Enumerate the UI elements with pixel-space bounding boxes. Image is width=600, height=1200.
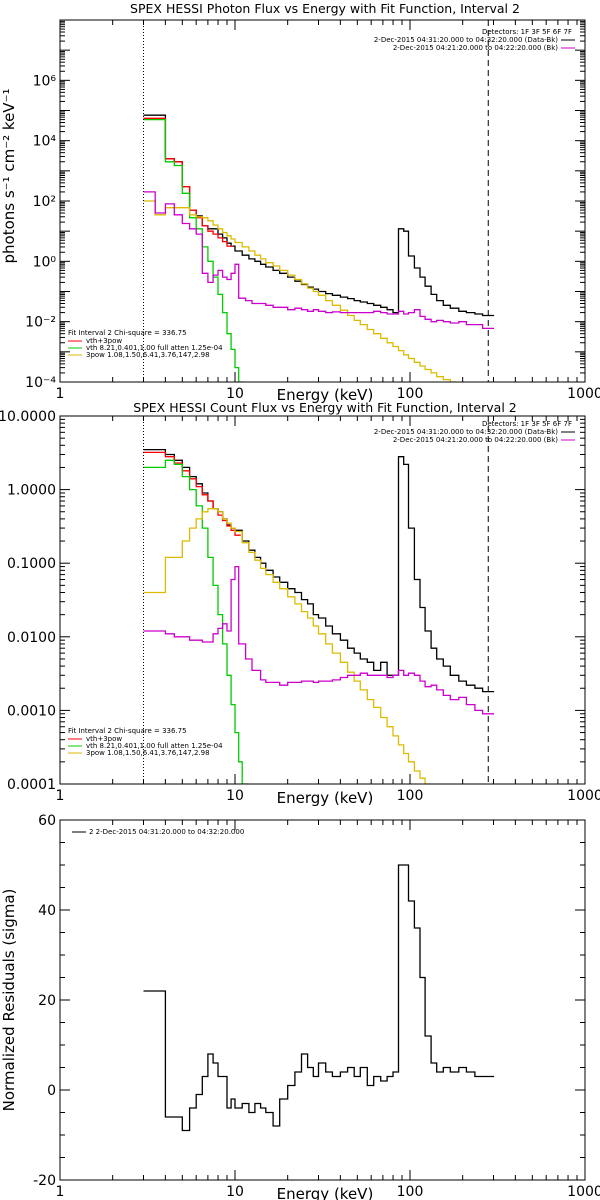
fit-legend-header: Fit Interval 2 Chi-square = 336.75 [68, 727, 187, 735]
plot-frame [59, 19, 586, 383]
panel-title: SPEX HESSI Photon Flux vs Energy with Fi… [130, 1, 520, 16]
legend-3pow: 3pow 1.08,1.50,6.41,3.76,147,2.98 [86, 749, 210, 757]
y-axis-label: photons s⁻¹ cm⁻² keV⁻¹ [0, 89, 18, 264]
plot-frame [59, 819, 586, 1181]
legend-vth-3pow: vth+3pow [86, 735, 122, 743]
y-tick-label: 1.0000 [7, 483, 56, 499]
legend-data-bk: 2-Dec-2015 04:31:20.000 to 04:32:20.000 … [374, 428, 558, 436]
x-tick-label: 1 [56, 386, 65, 402]
y-tick-label: -20 [33, 1173, 56, 1189]
x-tick-label: 100 [397, 1184, 424, 1200]
y-tick-label: 0.0010 [7, 703, 56, 719]
y-axis-label: Normalized Residuals (sigma) [0, 889, 18, 1112]
series-line-2 [143, 459, 249, 784]
residuals-panel: Energy (keV) Normalized Residuals (sigma… [0, 813, 600, 1200]
count-flux-panel: SPEX HESSI Count Flux vs Energy with Fit… [0, 400, 600, 807]
x-axis-label: Energy (keV) [277, 1185, 374, 1200]
series-line-3 [143, 508, 431, 784]
legend-3pow: 3pow 1.08,1.50,6.41,3.76,147,2.98 [86, 351, 210, 359]
detector-text: Detectors: 1F 3F 5F 6F 7F [482, 420, 572, 428]
x-axis-label: Energy (keV) [277, 386, 374, 404]
legend-interval: 2 2-Dec-2015 04:31:20.000 to 04:32:20.00… [89, 828, 244, 836]
panel-title: SPEX HESSI Count Flux vs Energy with Fit… [133, 400, 516, 415]
y-tick-label: 10.0000 [0, 409, 56, 425]
y-tick-label: 0 [47, 1083, 56, 1099]
plot-frame [59, 415, 586, 785]
y-tick-label: 60 [38, 813, 56, 829]
photon-flux-panel: SPEX HESSI Photon Flux vs Energy with Fi… [0, 1, 600, 404]
x-tick-label: 10 [226, 1184, 244, 1200]
x-tick-label: 100 [397, 386, 424, 402]
legend-data-bk: 2-Dec-2015 04:31:20.000 to 04:32:20.000 … [374, 36, 558, 44]
detector-text: Detectors: 1F 3F 5F 6F 7F [482, 28, 572, 36]
x-tick-label: 100 [397, 788, 424, 804]
y-tick-label: 40 [38, 903, 56, 919]
x-tick-label: 10 [226, 386, 244, 402]
y-tick-label: 10⁰ [33, 254, 57, 270]
y-tick-label: 10² [33, 194, 56, 210]
legend-bk: 2-Dec-2015 04:21:20.000 to 04:22:20.000 … [393, 436, 558, 444]
y-tick-label: 0.0100 [7, 630, 56, 646]
legend-bk: 2-Dec-2015 04:21:20.000 to 04:22:20.000 … [393, 44, 558, 52]
y-tick-label: 0.0001 [7, 777, 56, 793]
y-tick-label: 10⁻² [25, 315, 56, 331]
legend-vth: vth 8.21,0.401,1.00 full atten 1.25e-04 [86, 344, 223, 352]
series-line-3 [143, 200, 457, 382]
y-tick-label: 20 [38, 993, 56, 1009]
legend-vth-3pow: vth+3pow [86, 337, 122, 345]
series-line-4 [143, 565, 495, 715]
y-tick-label: 0.1000 [7, 556, 56, 572]
x-tick-label: 1000 [567, 1184, 600, 1200]
series-line-4 [143, 191, 495, 330]
x-tick-label: 1 [56, 788, 65, 804]
x-tick-label: 1 [56, 1184, 65, 1200]
fit-legend-header: Fit Interval 2 Chi-square = 336.75 [68, 329, 187, 337]
series-line-2 [143, 118, 245, 382]
y-tick-label: 10⁴ [33, 134, 57, 150]
series-line-0 [143, 864, 495, 1132]
x-tick-label: 1000 [567, 788, 600, 804]
y-tick-label: 10⁶ [33, 73, 57, 89]
legend-vth: vth 8.21,0.401,1.00 full atten 1.25e-04 [86, 742, 223, 750]
x-tick-label: 1000 [567, 386, 600, 402]
y-tick-label: 10⁻⁴ [25, 375, 56, 391]
x-axis-label: Energy (keV) [277, 789, 374, 807]
x-tick-label: 10 [226, 788, 244, 804]
